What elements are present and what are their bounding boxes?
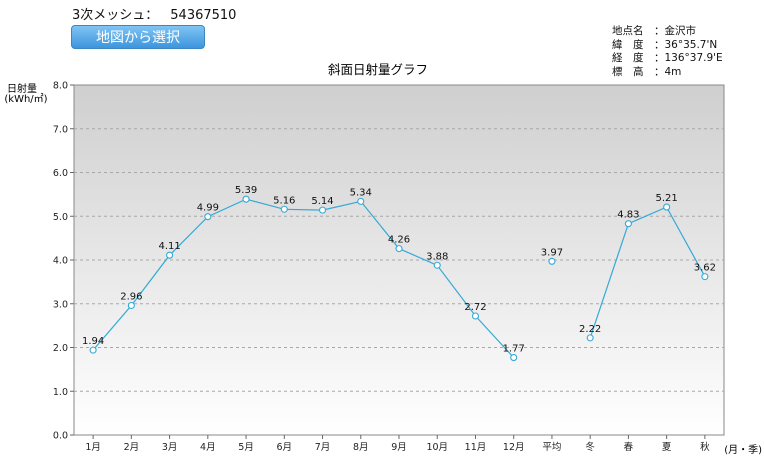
- y-tick-label: 8.0: [53, 81, 68, 92]
- site-info-row: 経 度：136°37.9'E: [612, 52, 723, 64]
- y-tick-label: 6.0: [53, 168, 68, 179]
- data-label: 5.14: [311, 196, 333, 207]
- data-point: [624, 220, 632, 228]
- data-point: [204, 213, 212, 221]
- y-tick-label: 5.0: [53, 212, 68, 223]
- site-info-value: 金沢市: [664, 25, 697, 37]
- site-info-label: 緯 度: [612, 38, 644, 51]
- x-tick-label: 平均: [542, 441, 561, 453]
- x-tick-label: 1月: [85, 442, 101, 453]
- data-label: 3.97: [541, 247, 563, 258]
- y-axis-unit: (kWh/㎡): [4, 93, 47, 105]
- series-line: [92, 198, 515, 359]
- x-tick-label: 春: [624, 441, 634, 453]
- series-line: [589, 206, 706, 339]
- x-tick-label: 2月: [124, 442, 140, 453]
- data-point: [471, 312, 480, 320]
- data-label: 4.83: [617, 210, 639, 221]
- data-point: [395, 245, 403, 253]
- x-tick-label: 3月: [162, 442, 178, 453]
- data-label: 5.34: [350, 187, 372, 198]
- mesh-info: 3次メッシュ： 54367510: [72, 4, 236, 23]
- data-label: 1.77: [503, 344, 525, 355]
- data-label: 5.16: [273, 195, 295, 206]
- site-info-row: 緯 度：36°35.7'N: [612, 38, 718, 51]
- x-tick-label: 10月: [426, 442, 448, 453]
- data-label: 1.94: [82, 336, 104, 347]
- data-label: 4.26: [388, 235, 410, 246]
- site-info-label: 地点名: [612, 25, 644, 37]
- site-info-row: 標 高：4m: [612, 65, 682, 78]
- site-info-label: 標 高: [612, 65, 644, 78]
- data-label: 5.21: [656, 193, 678, 204]
- data-point: [318, 206, 327, 214]
- x-tick-label: 5月: [238, 442, 254, 453]
- x-tick-label: 6月: [277, 442, 293, 453]
- data-point: [357, 197, 365, 205]
- site-info-row: 地点名 ：金沢市: [612, 25, 697, 37]
- site-info-value: 4m: [664, 65, 682, 78]
- site-info-value: 136°37.9'E: [664, 52, 723, 64]
- y-tick-label: 3.0: [53, 299, 68, 310]
- data-point: [127, 301, 135, 310]
- chart-title: 斜面日射量グラフ: [328, 62, 428, 77]
- data-label: 4.11: [158, 241, 180, 252]
- x-tick-label: 11月: [465, 442, 487, 453]
- x-axis-unit: (月・季): [724, 444, 762, 456]
- data-label: 3.88: [426, 251, 448, 262]
- y-tick-label: 0.0: [53, 431, 68, 442]
- data-label: 2.22: [579, 324, 601, 335]
- data-label: 5.39: [235, 185, 257, 196]
- data-label: 3.62: [694, 263, 716, 274]
- x-tick-label: 12月: [503, 442, 525, 453]
- y-axis-label: 日射量: [7, 83, 37, 95]
- mesh-label: 3次メッシュ：: [72, 8, 159, 23]
- data-label: 2.96: [120, 292, 142, 303]
- site-info: 地点名 ：金沢市 緯 度：36°35.7'N 経 度：136°37.9'E 標 高…: [612, 25, 723, 79]
- data-point: [548, 257, 556, 265]
- x-tick-label: 夏: [662, 442, 672, 453]
- site-info-value: 36°35.7'N: [664, 38, 718, 51]
- y-tick-label: 4.0: [53, 256, 68, 267]
- x-tick-label: 8月: [353, 442, 369, 453]
- data-label: 4.99: [197, 203, 219, 214]
- x-tick-label: 7月: [315, 442, 331, 453]
- x-tick-label: 秋: [700, 441, 710, 453]
- y-tick-label: 2.0: [53, 343, 68, 354]
- site-info-label: 経 度: [612, 52, 644, 64]
- x-tick-label: 4月: [200, 442, 216, 453]
- data-point: [280, 205, 288, 213]
- data-point: [242, 195, 250, 203]
- data-point: [433, 261, 441, 269]
- data-label: 2.72: [464, 302, 486, 313]
- data-point: [510, 354, 518, 362]
- x-tick-label: 冬: [585, 441, 595, 453]
- data-point: [166, 251, 174, 259]
- data-point: [701, 273, 709, 281]
- data-point: [586, 334, 594, 342]
- data-point: [89, 346, 97, 354]
- data-point: [663, 203, 671, 211]
- mesh-code: 54367510: [170, 8, 237, 23]
- y-tick-label: 1.0: [53, 387, 68, 398]
- select-from-map-button[interactable]: 地図から選択: [71, 25, 205, 49]
- x-tick-label: 9月: [391, 442, 407, 453]
- y-tick-label: 7.0: [53, 124, 68, 135]
